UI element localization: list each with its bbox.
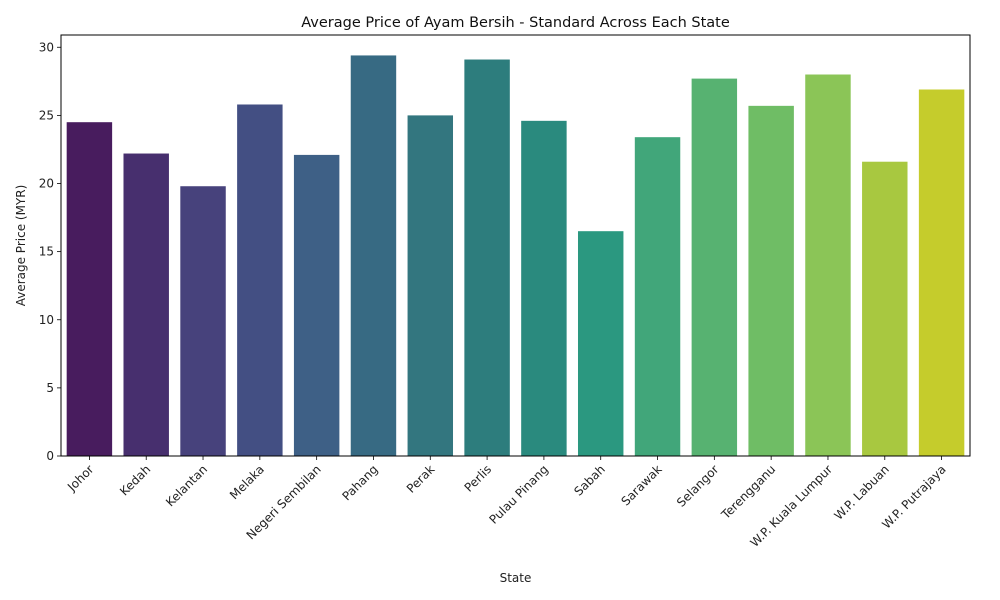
y-tick-label: 15 — [39, 245, 54, 259]
x-tick-label: Johor — [64, 462, 96, 494]
y-tick-label: 25 — [39, 108, 54, 122]
bar-pahang — [350, 55, 397, 456]
y-axis-label: Average Price (MYR) — [14, 185, 28, 307]
x-tick-label: W.P. Labuan — [831, 462, 891, 522]
y-tick-label: 20 — [39, 177, 54, 191]
bar-w-p-kuala-lumpur — [805, 74, 851, 456]
bar-pulau-pinang — [521, 120, 567, 456]
bar-perak — [407, 115, 454, 456]
bar-kedah — [123, 153, 169, 456]
y-tick-label: 5 — [46, 381, 54, 395]
plot-frame — [60, 34, 971, 457]
x-tick-label: Melaka — [227, 462, 267, 502]
bar-w-p-labuan — [862, 161, 908, 456]
bar-perlis — [464, 59, 510, 457]
y-tick-label: 0 — [46, 449, 54, 463]
y-tick-label: 30 — [39, 40, 54, 54]
x-axis-label: State — [500, 571, 532, 585]
bar-johor — [66, 122, 113, 456]
bar-selangor — [691, 78, 738, 456]
x-tick-label: Kedah — [117, 462, 153, 498]
x-tick-label: Pahang — [339, 462, 380, 503]
bar-terengganu — [748, 105, 794, 456]
x-tick-label: Terengganu — [718, 462, 778, 522]
bar-negeri-sembilan — [293, 154, 340, 456]
x-tick-label: Perlis — [462, 462, 495, 495]
x-tick-label: Pulau Pinang — [487, 462, 552, 527]
x-tick-label: Sarawak — [618, 462, 664, 508]
x-tick-label: Selangor — [674, 462, 722, 510]
y-tick-label: 10 — [39, 313, 54, 327]
bar-melaka — [237, 104, 283, 457]
x-tick-label: Perak — [404, 462, 438, 496]
y-axis-ticks: 0 5 10 15 20 25 30 — [39, 40, 61, 463]
x-tick-label: Sabah — [571, 462, 607, 498]
x-tick-label: Kelantan — [163, 462, 210, 509]
bar-kelantan — [180, 186, 226, 457]
bar-w-p-putrajaya — [918, 89, 965, 456]
bar-sabah — [577, 231, 624, 456]
bars-group — [66, 55, 965, 457]
bar-sarawak — [634, 137, 681, 456]
chart-title: Average Price of Ayam Bersih - Standard … — [301, 15, 730, 31]
